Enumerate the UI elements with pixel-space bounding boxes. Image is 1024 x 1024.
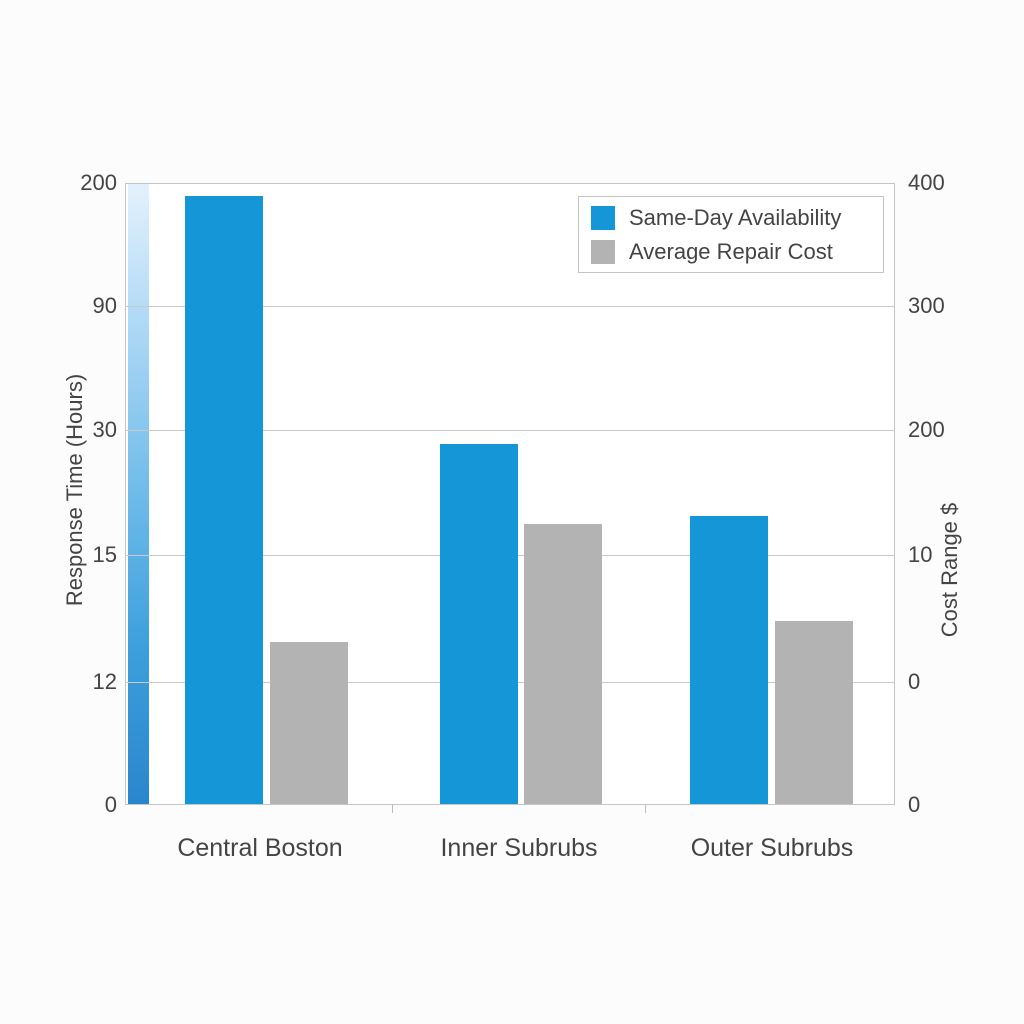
y-tick-right-200: 200	[908, 417, 945, 442]
y-tick-left-200: 200	[80, 170, 117, 195]
x-tick-mark	[645, 805, 646, 813]
y-tick-right-300: 300	[908, 293, 945, 318]
y-axis-title-left: Response Time (Hours)	[62, 373, 87, 607]
legend-swatch-gray-icon	[591, 240, 615, 264]
y-axis-title-right: Cost Range $	[937, 502, 962, 638]
legend-label: Average Repair Cost	[629, 239, 833, 264]
bar-outer-subrubs-repair-cost	[775, 621, 853, 804]
y-tick-left-15: 15	[92, 542, 117, 567]
bar-inner-subrubs-repair-cost	[524, 524, 602, 804]
y-tick-right-0a: 0	[908, 669, 921, 694]
y-tick-right-400: 400	[908, 170, 945, 195]
y-tick-left-90: 90	[92, 293, 117, 318]
bar-central-boston-repair-cost	[270, 642, 348, 804]
y-tick-left-12: 12	[92, 669, 117, 694]
legend: Same-Day Availability Average Repair Cos…	[578, 196, 884, 273]
gridline	[126, 306, 894, 307]
legend-label: Same-Day Availability	[629, 205, 842, 230]
legend-item-repair-cost: Average Repair Cost	[591, 239, 833, 265]
y-tick-left-30: 30	[92, 417, 117, 442]
bar-outer-subrubs-same-day	[690, 516, 768, 804]
x-label-central-boston: Central Boston	[177, 834, 343, 862]
bar-inner-subrubs-same-day	[440, 444, 518, 804]
bar-central-boston-same-day	[185, 196, 263, 804]
legend-swatch-blue-icon	[591, 206, 615, 230]
gradient-color-strip	[128, 184, 149, 804]
gridline	[126, 430, 894, 431]
x-label-inner-subrubs: Inner Subrubs	[440, 834, 598, 862]
legend-item-same-day: Same-Day Availability	[591, 205, 841, 231]
y-tick-left-0: 0	[104, 792, 117, 817]
y-tick-right-0b: 0	[908, 792, 921, 817]
x-label-outer-subrubs: Outer Subrubs	[690, 834, 854, 862]
y-tick-right-10: 10	[908, 542, 933, 567]
x-tick-mark	[392, 805, 393, 813]
plot-area	[125, 183, 895, 805]
